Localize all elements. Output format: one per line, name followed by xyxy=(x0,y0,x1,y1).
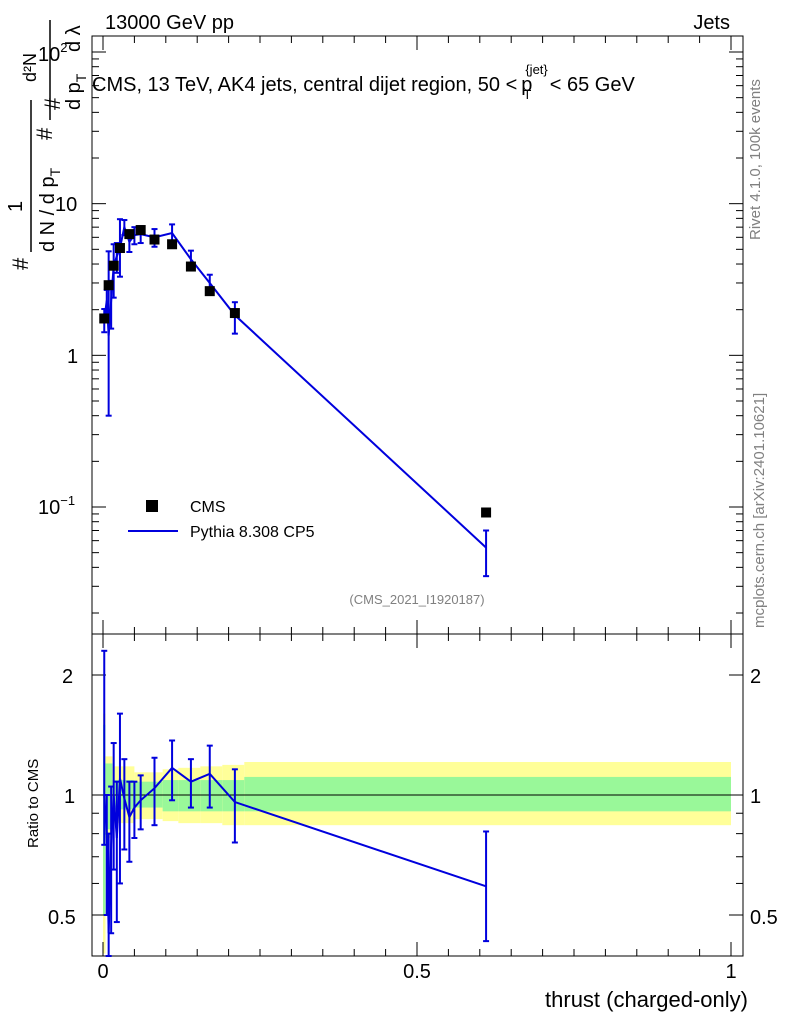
cms-series xyxy=(99,225,492,518)
mcplots-label: mcplots.cern.ch [arXiv:2401.10621] xyxy=(751,393,768,628)
ylabel-hash-2: # xyxy=(32,127,57,140)
cms-data-point xyxy=(481,507,492,518)
pythia-series xyxy=(101,218,490,578)
y-axis-title: # 1 d N / d pT # d²N # d pT d λ xyxy=(5,20,89,270)
cms-data-point xyxy=(108,260,119,271)
ytick-label-100: 102 xyxy=(38,40,67,66)
plot-title: CMS, 13 TeV, AK4 jets, central dijet reg… xyxy=(92,62,635,102)
ratio-tick-label-0.5-right: 0.5 xyxy=(750,907,778,929)
legend-label-pythia: Pythia 8.308 CP5 xyxy=(190,524,315,541)
ylabel-d2N: d²N xyxy=(20,53,40,82)
band-inner-4 xyxy=(162,780,179,812)
ylabel-one: 1 xyxy=(5,201,27,212)
ratio-tick-label-1-right: 1 xyxy=(750,786,761,808)
ylabel-dpT: d pT xyxy=(63,73,89,110)
cms-data-point xyxy=(167,239,178,250)
cms-data-point xyxy=(135,225,146,236)
header-right: Jets xyxy=(693,12,730,34)
ratio-tick-label-1-left: 1 xyxy=(64,786,75,808)
band-inner-1 xyxy=(105,763,113,830)
ylabel-hash-3: # xyxy=(40,97,65,110)
ylabel-dN-dpT: d N / d pT xyxy=(37,167,63,252)
ylabel-dlambda: d λ xyxy=(63,25,85,52)
rivet-label: Rivet 4.1.0, 100k events xyxy=(747,79,764,240)
xtick-label-1: 1 xyxy=(725,961,736,983)
ratio-tick-label-0.5-left: 0.5 xyxy=(48,907,76,929)
cms-data-point xyxy=(229,308,240,319)
ratio-series xyxy=(101,649,490,957)
cms-data-point xyxy=(114,243,125,254)
cms-data-point xyxy=(99,313,110,324)
band-inner-6 xyxy=(200,780,223,812)
cms-data-point xyxy=(149,234,160,245)
cms-data-point xyxy=(204,286,215,297)
main-plot-frame xyxy=(91,35,744,635)
cms-data-point xyxy=(185,261,196,272)
ytick-label-1: 1 xyxy=(67,346,78,368)
header-left: 13000 GeV pp xyxy=(105,12,234,34)
cms-data-point xyxy=(103,280,114,291)
ylabel-hash-1: # xyxy=(8,257,33,270)
legend-marker-cms xyxy=(146,500,158,512)
main-axis-ticks xyxy=(92,51,743,614)
band-inner-8 xyxy=(244,776,732,812)
uncertainty-bands xyxy=(103,713,732,954)
ratio-y-axis-title: Ratio to CMS xyxy=(25,759,42,848)
ratio-tick-label-2-right: 2 xyxy=(750,666,761,688)
band-inner-5 xyxy=(178,780,201,812)
x-axis-title: thrust (charged-only) xyxy=(545,987,748,1012)
ratio-tick-label-2-left: 2 xyxy=(62,666,73,688)
analysis-id: (CMS_2021_I1920187) xyxy=(349,592,484,607)
xtick-label-0: 0 xyxy=(97,961,108,983)
ytick-label-0.1: 10−1 xyxy=(38,493,75,519)
x-axis-ticks xyxy=(102,36,732,956)
legend: CMS Pythia 8.308 CP5 xyxy=(128,499,315,541)
band-inner-7 xyxy=(222,780,245,812)
legend-label-cms: CMS xyxy=(190,499,226,516)
xtick-label-0.5: 0.5 xyxy=(403,961,431,983)
cms-data-point xyxy=(124,229,135,240)
pythia-line xyxy=(103,223,487,549)
ytick-label-10: 10 xyxy=(55,194,77,216)
